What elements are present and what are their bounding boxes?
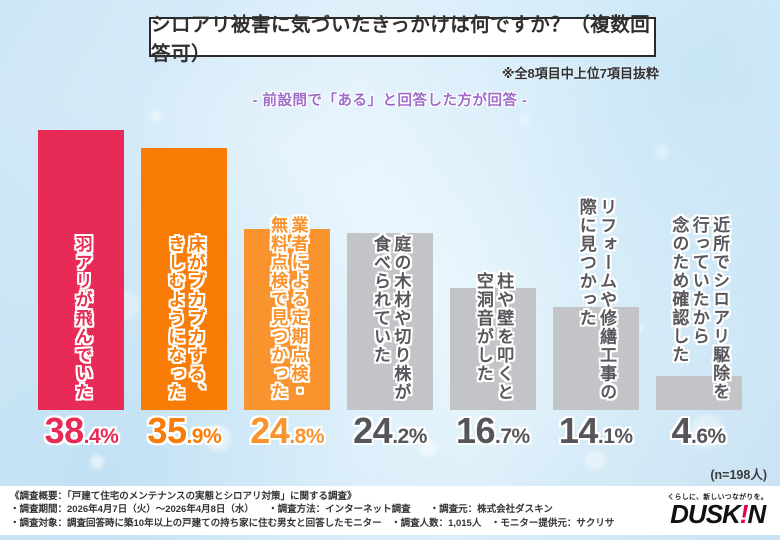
bar <box>38 129 125 410</box>
logo-wordmark: DUSK!N <box>670 499 766 529</box>
bar-label: 庭の木材や切り株が 食べられていた <box>371 234 411 402</box>
bar <box>347 233 433 410</box>
survey-period-line: ・調査期間：2026年4月7日（火）～2026年4月8日（水） ・調査方法：イン… <box>10 504 553 516</box>
bar-label: 業者による定期点検・ 無料点検で見つかった <box>268 216 308 401</box>
bar-value: 24.2% <box>353 410 427 451</box>
sample-size-label: (n=198人) <box>710 468 767 482</box>
logo-tagline: くらしに、新しいつながりを。 <box>667 494 768 501</box>
plus-sparkle-icon: + <box>637 320 646 336</box>
survey-footer: 《調査概要：「戸建て住宅のメンテナンスの実態とシロアリ対策」に関する調査》 ・調… <box>0 486 780 535</box>
bokeh-circle <box>330 95 339 104</box>
chart-column: 業者による定期点検・ 無料点検で見つかった 24.8% <box>236 125 339 449</box>
bokeh-circle <box>90 455 104 469</box>
note-text: ※全8項目中上位7項目抜粋 <box>501 66 659 81</box>
bar-value: 16.7% <box>456 410 530 451</box>
bar <box>141 147 228 410</box>
bar-chart: 羽アリが飛んでいた 38.4% 床がブカブカする、 きしむようになった 35.9% 業者… <box>30 125 750 449</box>
duskin-logo: くらしに、新しいつながりを。 DUSK!N <box>667 491 768 527</box>
chart-column: 近所でシロアリ駆除を 行っていたから 念のため確認した 4.6% <box>647 125 750 449</box>
bar-value: 35.9% <box>147 410 222 451</box>
bokeh-circle <box>690 415 724 449</box>
chart-column: リフォームや修繕工事の 際に見つかった 14.1% <box>544 125 647 449</box>
title-box: シロアリ被害に気づいたきっかけは何ですか？（複数回答可） <box>149 14 656 65</box>
bar <box>244 229 331 410</box>
plus-sparkle-icon: + <box>283 92 291 106</box>
bokeh-circle <box>150 110 162 122</box>
bokeh-circle <box>420 440 436 456</box>
survey-target-line: ・調査対象：調査回答時に築10年以上の戸建ての持ち家に住む男女と回答したモニター… <box>10 517 615 529</box>
bar-label: 床がブカブカする、 きしむようになった <box>165 234 205 402</box>
bokeh-circle <box>520 115 530 125</box>
bar <box>655 376 742 410</box>
bar-value: 4.6% <box>671 410 726 451</box>
bar-label: リフォームや修繕工事の 際に見つかった <box>576 197 617 402</box>
chart-column: 床がブカブカする、 きしむようになった 35.9% <box>133 125 236 449</box>
logo-exclamation: ! <box>739 499 749 529</box>
bar-value: 14.1% <box>558 410 633 451</box>
bar-value: 24.8% <box>250 410 325 451</box>
chart-column: 庭の木材や切り株が 食べられていた 24.2% <box>339 125 442 449</box>
bar <box>449 288 536 410</box>
chart-column: 柱や壁を叩くと 空洞音がした 16.7% <box>441 125 544 449</box>
chart-column: 羽アリが飛んでいた 38.4% <box>30 125 133 449</box>
bar-label: 柱や壁を叩くと 空洞音がした <box>473 271 514 402</box>
page-title: シロアリ被害に気づいたきっかけは何ですか？（複数回答可） <box>151 14 651 65</box>
bar-label: 羽アリが飛んでいた <box>72 234 92 402</box>
bokeh-circle <box>205 425 231 451</box>
bar <box>552 307 639 410</box>
survey-overview-line: 《調査概要：「戸建て住宅のメンテナンスの実態とシロアリ対策」に関する調査》 <box>10 491 357 502</box>
bar-label: 近所でシロアリ駆除を 行っていたから 念のため確認した <box>669 216 730 401</box>
subtitle-text: - 前設問で「ある」と回答した方が回答 - <box>252 93 528 109</box>
bokeh-circle <box>585 450 605 470</box>
bar-value: 38.4% <box>44 410 119 451</box>
bokeh-circle <box>655 145 669 159</box>
